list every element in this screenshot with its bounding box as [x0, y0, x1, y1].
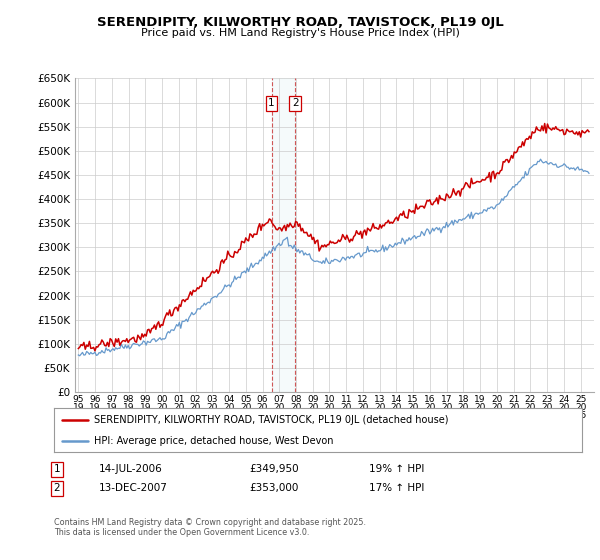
Text: 2: 2 — [292, 99, 298, 109]
Text: 19% ↑ HPI: 19% ↑ HPI — [369, 464, 424, 474]
Text: £349,950: £349,950 — [249, 464, 299, 474]
Text: Price paid vs. HM Land Registry's House Price Index (HPI): Price paid vs. HM Land Registry's House … — [140, 28, 460, 38]
Text: 1: 1 — [53, 464, 61, 474]
Text: £353,000: £353,000 — [249, 483, 298, 493]
Text: SERENDIPITY, KILWORTHY ROAD, TAVISTOCK, PL19 0JL: SERENDIPITY, KILWORTHY ROAD, TAVISTOCK, … — [97, 16, 503, 29]
Text: HPI: Average price, detached house, West Devon: HPI: Average price, detached house, West… — [94, 436, 333, 446]
Text: Contains HM Land Registry data © Crown copyright and database right 2025.
This d: Contains HM Land Registry data © Crown c… — [54, 518, 366, 538]
Text: 17% ↑ HPI: 17% ↑ HPI — [369, 483, 424, 493]
Bar — [272, 78, 295, 392]
Text: 1: 1 — [268, 99, 275, 109]
Text: 2: 2 — [53, 483, 61, 493]
Text: SERENDIPITY, KILWORTHY ROAD, TAVISTOCK, PL19 0JL (detached house): SERENDIPITY, KILWORTHY ROAD, TAVISTOCK, … — [94, 415, 448, 425]
Text: 13-DEC-2007: 13-DEC-2007 — [99, 483, 168, 493]
Text: 14-JUL-2006: 14-JUL-2006 — [99, 464, 163, 474]
